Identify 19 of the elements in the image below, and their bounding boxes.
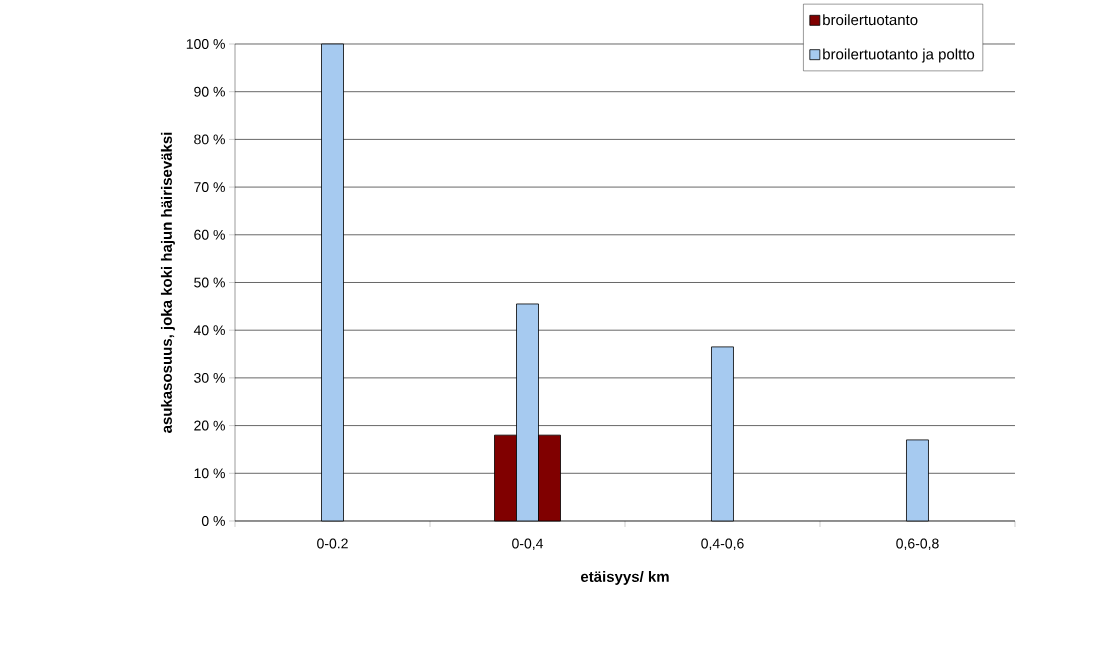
y-tick-label: 20 % — [194, 420, 225, 431]
y-tick-label: 30 % — [194, 372, 225, 383]
y-tick-label: 90 % — [194, 86, 225, 97]
y-tick-label: 50 % — [194, 277, 225, 288]
x-tick-label: 0,4-0,6 — [701, 538, 744, 551]
legend-label: broilertuotanto ja poltto — [823, 48, 975, 63]
x-tick-label: 0-0,4 — [512, 538, 544, 551]
y-tick-label: 10 % — [194, 468, 225, 479]
y-tick-label: 60 % — [194, 229, 225, 240]
y-tick-label: 80 % — [194, 134, 225, 145]
y-tick-label: 100 % — [186, 39, 225, 49]
x-axis-title: etäisyys/ km — [580, 570, 669, 585]
x-tick-label: 0-0.2 — [317, 538, 348, 549]
legend-label: broilertuotanto — [823, 14, 918, 26]
y-axis-title: asukasosuus, joka koki hajun häiriseväksi — [160, 132, 175, 433]
y-tick-label: 40 % — [193, 325, 225, 336]
y-tick-label: 70 % — [194, 182, 225, 193]
x-tick-label: 0,6-0,8 — [896, 538, 939, 551]
y-tick-label: 0 % — [201, 516, 225, 526]
